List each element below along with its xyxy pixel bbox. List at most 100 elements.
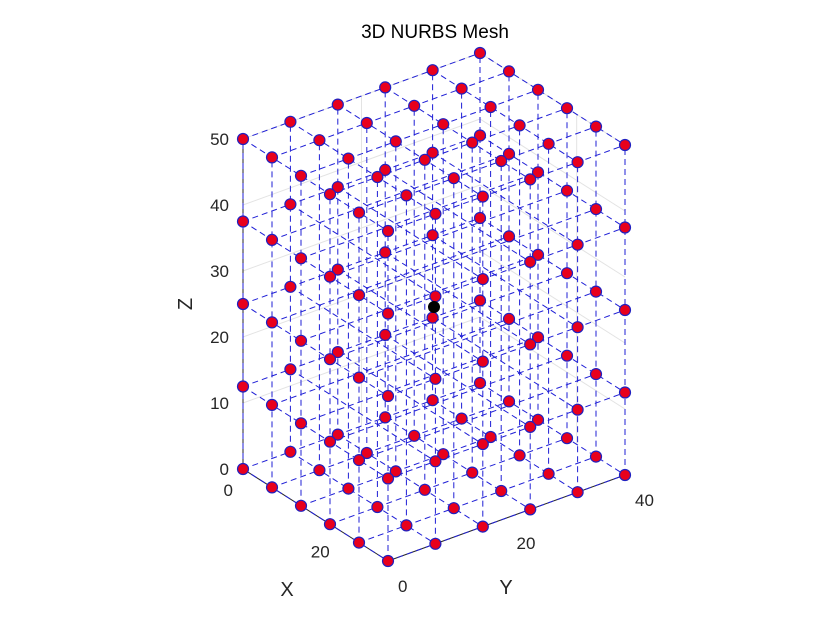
z-tick-label: 30 [210,262,229,281]
control-point [294,499,308,512]
mesh-line-y [242,382,481,470]
control-point [455,82,468,95]
z-tick-label: 10 [210,394,229,413]
mesh-line-y [242,217,481,305]
control-point [473,211,487,225]
control-point [524,173,537,186]
control-point [381,472,395,485]
z-tick-label: 20 [210,328,229,347]
back-grid-line [479,250,626,344]
mesh-line-x [479,300,626,393]
control-point [495,154,508,168]
back-grid-line [479,118,626,212]
mesh-line-x [432,152,578,246]
control-point [284,445,297,458]
mesh-line-y [358,456,597,544]
mesh-line-y [300,336,539,424]
control-point [352,536,366,549]
z-tick-label: 50 [210,130,229,149]
mesh-line-x [337,434,484,528]
control-point [571,321,584,334]
control-point [476,355,489,368]
control-point [589,450,603,463]
control-point [323,188,337,201]
control-point [542,467,555,480]
control-point [265,316,279,329]
control-point [429,455,442,468]
control-point [502,65,516,78]
control-point [495,484,508,498]
mesh-line-x [242,386,389,479]
control-point [323,353,337,366]
mesh-line-y [242,52,481,140]
control-point [284,280,297,293]
control-point [429,207,442,220]
mesh-line-y [387,227,626,314]
y-tick-label: 0 [398,577,407,596]
control-point [284,115,297,128]
control-point [389,465,402,478]
mesh-line-x [242,221,389,314]
mesh-line-y [329,437,568,525]
control-point [473,376,487,390]
control-point [502,395,516,408]
control-point [381,554,395,568]
mesh-line-x [384,251,531,345]
control-point [502,312,516,325]
control-point [426,394,439,407]
mesh-line-y [300,419,539,507]
mesh-line-x [290,368,436,462]
control-point [473,294,487,307]
control-point [571,403,584,416]
mesh-line-x [479,217,626,311]
control-point [560,432,574,445]
control-point [484,430,497,444]
control-point [437,118,450,131]
mesh-line-x [242,138,389,232]
control-point [426,311,439,324]
mesh-line-y [271,235,510,323]
control-point [352,371,366,384]
control-point [455,412,468,425]
control-point [284,363,297,376]
control-point [524,255,537,268]
control-point [379,246,392,259]
mesh-line-x [384,86,531,180]
control-point [560,267,574,280]
control-point [331,98,344,111]
y-axis-label: Y [499,577,512,599]
control-point [437,448,450,461]
mesh-line-y [358,291,597,379]
control-point [265,481,279,494]
control-point [389,135,402,148]
control-point [408,99,421,112]
control-point [524,338,537,351]
control-point [331,428,344,441]
mesh-line-y [300,89,539,177]
control-point [447,502,460,515]
control-point [265,398,279,411]
z-axis-label: Z [175,298,197,310]
mesh-line-x [290,286,436,380]
control-point [571,486,584,499]
control-point [400,189,413,202]
mesh-line-x [432,317,578,411]
control-point [331,346,344,359]
control-point [371,500,384,514]
mesh-line-y [271,400,510,488]
control-point [408,429,421,442]
control-point [342,482,355,495]
mesh-line-y [242,300,481,387]
control-point [589,203,603,216]
control-point [589,285,603,298]
mesh-line-y [358,373,597,461]
mesh-line-y [387,309,626,397]
control-point [447,172,460,185]
control-point [618,468,632,482]
mesh-line-x [432,234,578,328]
y-tick-label: 20 [517,534,536,553]
control-point [371,170,384,184]
mesh-line-x [337,104,484,198]
control-point [379,163,392,176]
